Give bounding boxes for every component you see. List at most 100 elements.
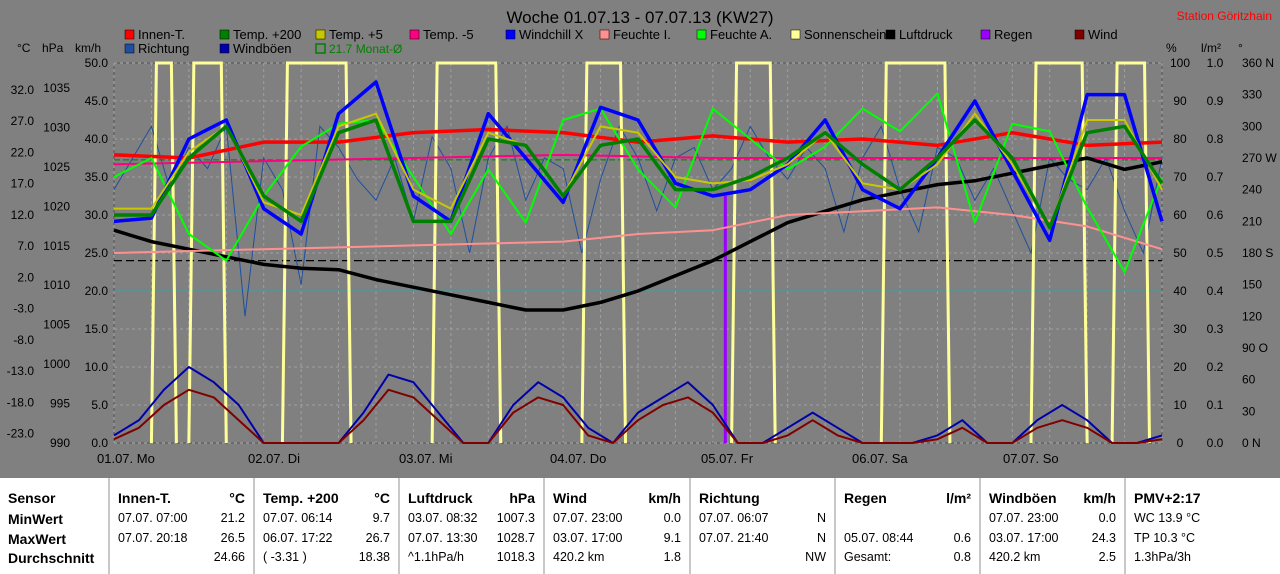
stats-cell-time: ( -3.31 ) — [263, 550, 307, 564]
stats-cell-time: 07.07. 23:00 — [553, 511, 623, 525]
stats-header-unit: hPa — [509, 490, 535, 506]
legend-swatch — [885, 29, 896, 40]
stats-row: 07.07. 13:30 1028.7 — [408, 531, 535, 549]
stats-header-unit: km/h — [648, 490, 681, 506]
stats-column-header: Sensor — [8, 490, 100, 506]
stats-column-header: Regen l/m² — [844, 490, 971, 506]
stats-cell-time: 03.07. 17:00 — [553, 530, 623, 545]
stats-cell-value: 9.7 — [372, 511, 390, 525]
tick-kmh: 30.0 — [85, 208, 109, 222]
stats-row: WC 13.9 °C — [1134, 511, 1272, 529]
sunshine-period — [430, 61, 503, 444]
stats-row: 07.07. 20:18 26.5 — [118, 531, 245, 549]
legend-swatch — [599, 29, 610, 40]
tick-x: 05.07. Fr — [701, 451, 754, 466]
legend-label: Windböen — [233, 41, 292, 56]
tick-temp: -3.0 — [13, 302, 34, 316]
stats-row: 420.2 km 2.5 — [989, 550, 1116, 568]
tick-deg: 150 — [1242, 278, 1262, 292]
tick-deg: 60 — [1242, 373, 1256, 387]
unit-lm2: l/m² — [1201, 41, 1221, 55]
stats-column: Luftdruck hPa 03.07. 08:32 1007.3 07.07. 13:… — [398, 478, 543, 574]
legend-label: Luftdruck — [899, 27, 953, 42]
legend-swatch — [1074, 29, 1085, 40]
stats-cell-time: TP 10.3 °C — [1134, 530, 1196, 545]
tick-hpa: 1025 — [43, 160, 70, 174]
tick-deg: 90 O — [1242, 341, 1268, 355]
stats-row-label: MinWert — [8, 511, 63, 527]
stats-row: TP 10.3 °C — [1134, 531, 1272, 549]
tick-lm2: 0.9 — [1207, 94, 1224, 108]
stats-column-header: Windböen km/h — [989, 490, 1116, 506]
tick-hpa: 995 — [50, 397, 70, 411]
tick-pct: 60 — [1173, 208, 1187, 222]
tick-hpa: 1030 — [43, 120, 70, 134]
legend-swatch — [124, 29, 135, 40]
tick-kmh: 20.0 — [85, 284, 109, 298]
stats-header-label: PMV+2:17 — [1134, 490, 1201, 506]
weather-chart: Woche 01.07.13 - 07.07.13 (KW27) Station … — [7, 8, 1278, 466]
stats-cell-value: NW — [805, 550, 826, 564]
tick-kmh: 5.0 — [91, 398, 108, 412]
sunshine-period — [149, 61, 178, 444]
stats-row: MinWert — [8, 511, 100, 529]
stats-row: 420.2 km 1.8 — [553, 550, 681, 568]
tick-lm2: 0.8 — [1207, 132, 1224, 146]
tick-hpa: 1010 — [43, 278, 70, 292]
tick-pct: 10 — [1173, 398, 1187, 412]
legend-label: Temp. -5 — [423, 27, 474, 42]
tick-lm2: 0.5 — [1207, 246, 1224, 260]
series-temp-200 — [114, 118, 1164, 230]
series-windchill-x — [113, 80, 1164, 243]
tick-pct: 80 — [1173, 132, 1187, 146]
tick-hpa: 1015 — [43, 239, 70, 253]
tick-lm2: 0.1 — [1207, 398, 1224, 412]
tick-pct: 50 — [1173, 246, 1187, 260]
tick-lm2: 0.4 — [1207, 284, 1224, 298]
tick-deg: 0 N — [1242, 436, 1261, 450]
tick-lm2: 0.3 — [1207, 322, 1224, 336]
legend-swatch — [409, 29, 420, 40]
stats-row: 03.07. 17:00 9.1 — [553, 531, 681, 549]
tick-deg: 180 S — [1242, 246, 1273, 260]
sunshine-period — [280, 61, 353, 444]
series-feuchte-a- — [113, 92, 1163, 273]
tick-x: 02.07. Di — [248, 451, 300, 466]
stats-row: 1.3hPa/3h — [1134, 550, 1272, 568]
series-innen-t- — [113, 127, 1163, 160]
sunshine-period — [730, 61, 777, 444]
tick-temp: -8.0 — [13, 333, 34, 347]
legend-label: Feuchte A. — [710, 27, 772, 42]
stats-header-label: Temp. +200 — [263, 490, 339, 506]
tick-hpa: 1035 — [43, 81, 70, 95]
stats-table: Sensor MinWert MaxWert Durchschnitt Innen-T.… — [0, 478, 1280, 574]
stats-cell-time: 07.07. 23:00 — [989, 511, 1059, 525]
tick-lm2: 0.7 — [1207, 170, 1224, 184]
stats-column-header: Wind km/h — [553, 490, 681, 506]
tick-deg: 330 — [1242, 88, 1262, 102]
stats-cell-time: 06.07. 17:22 — [263, 530, 333, 545]
tick-deg: 240 — [1242, 183, 1262, 197]
stats-cell-value: 0.8 — [953, 550, 971, 564]
stats-column: Innen-T. °C 07.07. 07:00 21.2 07.07. 20:18 26… — [108, 478, 253, 574]
unit-pct: % — [1166, 41, 1177, 55]
tick-pct: 70 — [1173, 170, 1187, 184]
stats-cell-time: 07.07. 21:40 — [699, 530, 769, 545]
stats-row: Gesamt: 0.8 — [844, 550, 971, 568]
stats-row: 07.07. 23:00 0.0 — [989, 511, 1116, 529]
legend-label: Regen — [994, 27, 1032, 42]
tick-pct: 100 — [1170, 56, 1190, 70]
station-name: Station Göritzhain — [1177, 9, 1272, 23]
stats-cell-value: 18.38 — [358, 550, 390, 564]
stats-header-label: Regen — [844, 490, 887, 506]
legend-label: Temp. +5 — [329, 27, 383, 42]
stats-cell-time: 420.2 km — [989, 550, 1041, 564]
stats-header-label: Wind — [553, 490, 588, 506]
legend-swatch — [219, 43, 230, 54]
stats-cell-time: 07.07. 07:00 — [118, 511, 188, 525]
series-feuchte-i- — [113, 206, 1163, 254]
stats-cell-time: WC 13.9 °C — [1134, 511, 1201, 525]
tick-kmh: 0.0 — [91, 436, 108, 450]
tick-deg: 120 — [1242, 309, 1262, 323]
stats-column: Wind km/h 07.07. 23:00 0.0 03.07. 17:00 9.1 42… — [543, 478, 689, 574]
